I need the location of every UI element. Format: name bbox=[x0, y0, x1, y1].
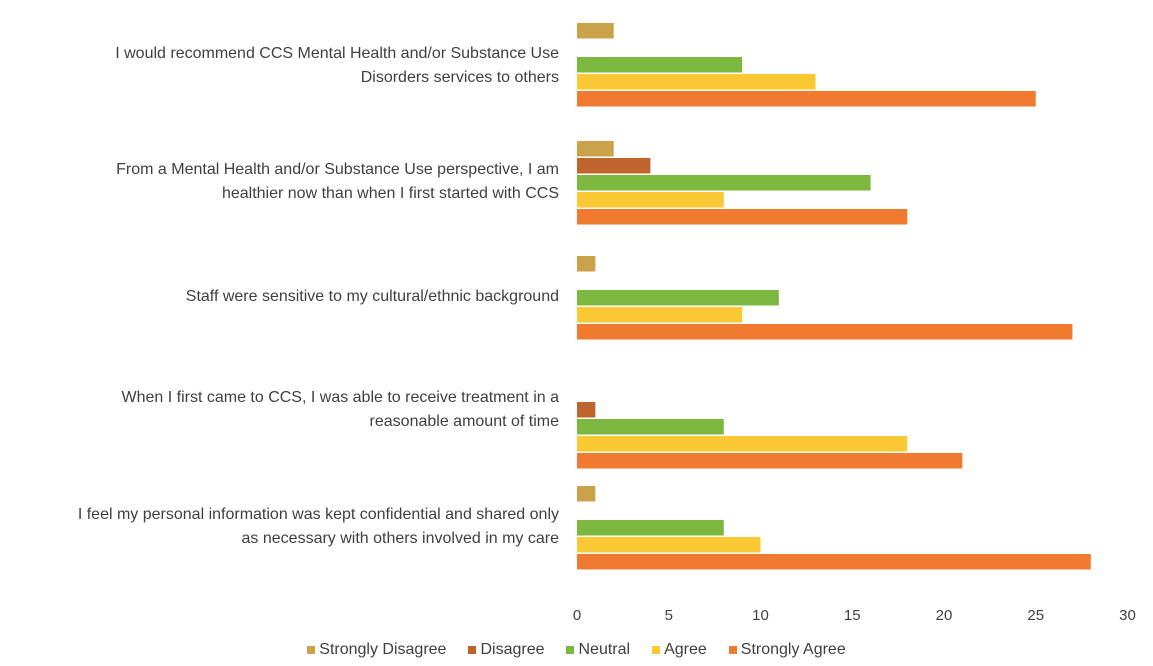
legend: Strongly Disagree Disagree Neutral Agree… bbox=[0, 641, 1153, 659]
x-axis-ticks: 0 5 10 15 20 25 30 bbox=[573, 607, 1136, 624]
legend-item-disagree: Disagree bbox=[468, 641, 544, 659]
legend-swatch-agree bbox=[652, 646, 661, 654]
bar-neutral-q5 bbox=[577, 520, 724, 536]
bar-agree-q2 bbox=[577, 192, 724, 208]
legend-swatch-neutral bbox=[566, 646, 575, 654]
category-label-line: I would recommend CCS Mental Health and/… bbox=[115, 45, 559, 62]
legend-label-neutral: Neutral bbox=[578, 641, 631, 658]
bar-neutral-q2 bbox=[577, 175, 871, 191]
bar-strongly-agree-q2 bbox=[577, 209, 908, 225]
legend-swatch-disagree bbox=[468, 646, 477, 654]
x-tick-label-30: 30 bbox=[1119, 607, 1136, 624]
legend-label-disagree: Disagree bbox=[480, 641, 545, 658]
bar-agree-q1 bbox=[577, 74, 816, 90]
bar-neutral-q1 bbox=[577, 57, 743, 73]
x-tick-label-25: 25 bbox=[1027, 607, 1044, 624]
bar-strongly-disagree-q2 bbox=[577, 141, 614, 157]
x-tick-label-5: 5 bbox=[665, 607, 673, 624]
legend-item-strongly-disagree: Strongly Disagree bbox=[307, 641, 446, 659]
bar-strongly-disagree-q1 bbox=[577, 23, 614, 39]
x-tick-label-15: 15 bbox=[844, 607, 861, 624]
bar-strongly-disagree-q5 bbox=[577, 486, 596, 502]
legend-label-agree: Agree bbox=[664, 641, 707, 658]
legend-swatch-strongly-agree bbox=[728, 646, 737, 654]
x-tick-label-20: 20 bbox=[936, 607, 953, 624]
bar-disagree-q2 bbox=[577, 158, 651, 174]
bar-agree-q4 bbox=[577, 436, 908, 452]
legend-label-strongly-agree: Strongly Agree bbox=[740, 641, 846, 658]
bar-strongly-agree-q4 bbox=[577, 453, 963, 469]
bar-strongly-agree-q3 bbox=[577, 324, 1073, 340]
category-label-4: When I first came to CCS, I was able to … bbox=[0, 386, 559, 434]
legend-item-neutral: Neutral bbox=[566, 641, 630, 659]
x-tick-label-0: 0 bbox=[573, 607, 581, 624]
category-label-1: I would recommend CCS Mental Health and/… bbox=[0, 42, 559, 90]
bar-disagree-q4 bbox=[577, 402, 596, 418]
category-label-line: as necessary with others involved in my … bbox=[241, 530, 559, 547]
legend-item-agree: Agree bbox=[652, 641, 707, 659]
category-label-line: Staff were sensitive to my cultural/ethn… bbox=[185, 288, 559, 305]
bar-neutral-q4 bbox=[577, 419, 724, 435]
category-label-2: From a Mental Health and/or Substance Us… bbox=[0, 158, 559, 206]
category-label-3: Staff were sensitive to my cultural/ethn… bbox=[0, 285, 559, 309]
bar-strongly-agree-q5 bbox=[577, 554, 1091, 570]
category-label-line: healthier now than when I first started … bbox=[221, 185, 559, 202]
category-label-line: When I first came to CCS, I was able to … bbox=[121, 389, 559, 406]
bars-group bbox=[577, 23, 1091, 570]
bar-neutral-q3 bbox=[577, 290, 779, 306]
category-label-line: Disorders services to others bbox=[360, 69, 559, 86]
category-label-line: From a Mental Health and/or Substance Us… bbox=[116, 161, 559, 178]
x-tick-label-10: 10 bbox=[752, 607, 769, 624]
category-label-5: I feel my personal information was kept … bbox=[0, 503, 559, 551]
legend-item-strongly-agree: Strongly Agree bbox=[728, 641, 846, 659]
category-label-line: reasonable amount of time bbox=[369, 413, 559, 430]
bar-strongly-disagree-q3 bbox=[577, 256, 596, 272]
legend-label-strongly-disagree: Strongly Disagree bbox=[319, 641, 447, 658]
bar-agree-q5 bbox=[577, 537, 761, 553]
category-label-line: I feel my personal information was kept … bbox=[77, 506, 559, 523]
legend-swatch-strongly-disagree bbox=[307, 646, 316, 654]
bar-strongly-agree-q1 bbox=[577, 91, 1036, 107]
bar-agree-q3 bbox=[577, 307, 743, 323]
